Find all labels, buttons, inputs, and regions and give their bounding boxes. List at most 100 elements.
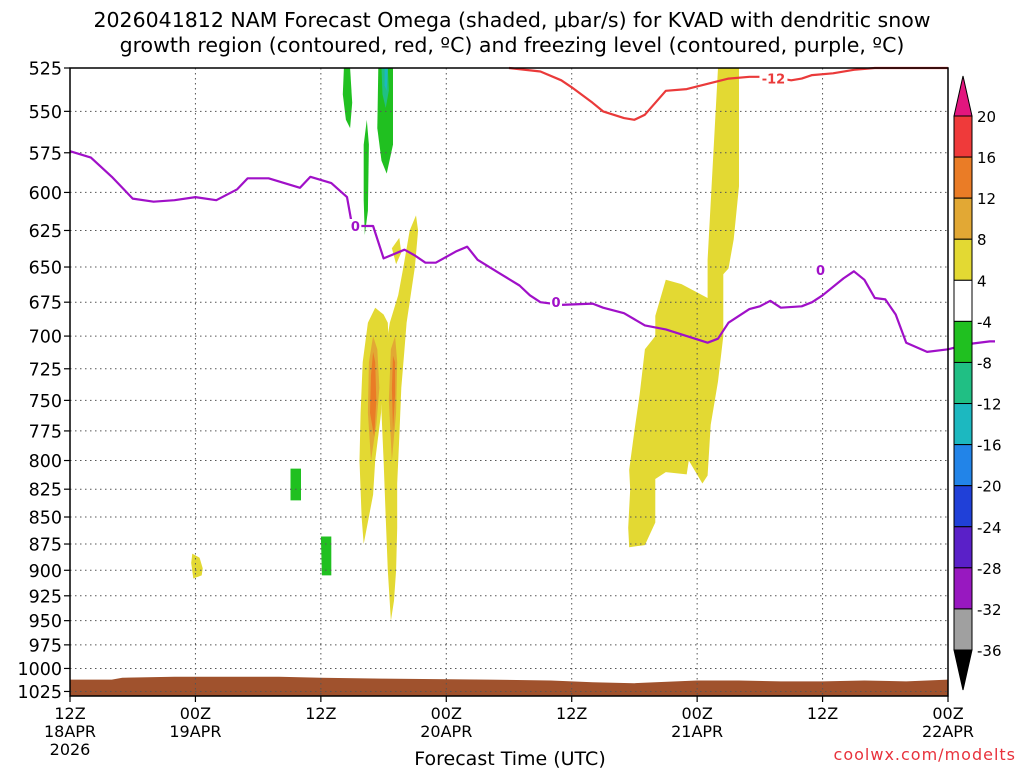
colorbar: 20 16 12 8 4 -4 -8 -12 -16 -20 -24 -28 -32 -36 <box>953 75 1002 691</box>
contour-label: 0 <box>552 296 561 311</box>
omega-shaded-region <box>363 119 369 235</box>
contour-line <box>508 66 948 121</box>
colorbar-bottom-arrow <box>953 649 973 691</box>
x-tick-label: 00Z <box>681 704 712 723</box>
credit-text: coolwx.com/modelts <box>833 745 1016 764</box>
colorbar-label: -28 <box>977 560 1002 578</box>
plot-frame <box>69 67 949 697</box>
contour-label-bg <box>349 218 362 233</box>
colorbar-label: 16 <box>977 149 996 167</box>
x-axis-label: Forecast Time (UTC) <box>414 748 605 768</box>
colorbar-label: 20 <box>977 108 996 126</box>
colorbar-label: 12 <box>977 190 996 208</box>
terrain-band <box>70 676 948 696</box>
omega-shaded-region <box>320 536 332 576</box>
colorbar-label: -32 <box>977 601 1002 619</box>
y-tick-label: 725 <box>29 360 62 380</box>
omega-shaded-region <box>391 355 396 431</box>
y-tick-label: 925 <box>29 587 62 607</box>
y-tick-label: 675 <box>29 294 62 314</box>
colorbar-bin <box>953 279 973 322</box>
contour-label-bg <box>759 71 788 86</box>
y-tick-label: 875 <box>29 536 62 556</box>
contour-label: 0 <box>351 220 360 235</box>
colorbar-label: -20 <box>977 478 1002 496</box>
x-tick-date: 19APR <box>169 722 221 741</box>
colorbar-bin <box>953 526 973 569</box>
colorbar-label: -16 <box>977 437 1002 455</box>
colorbar-bin <box>953 485 973 528</box>
x-tick-label: 12Z <box>556 704 587 723</box>
colorbar-bin <box>953 608 973 651</box>
x-tick-year: 2026 <box>50 740 91 759</box>
y-tick-label: 800 <box>29 452 62 472</box>
x-tick-date: 21APR <box>671 722 723 741</box>
y-tick-label: 950 <box>29 612 62 632</box>
x-tick-label: 12Z <box>54 704 85 723</box>
y-tick-label: 525 <box>29 60 62 80</box>
colorbar-bin <box>953 197 973 240</box>
omega-shading-layer <box>191 68 739 621</box>
x-tick-date: 22APR <box>922 722 974 741</box>
y-tick-label: 1000 <box>17 660 62 680</box>
colorbar-bin <box>953 238 973 281</box>
x-tick-date: 20APR <box>420 722 472 741</box>
pressure-axis: 525 550 575 600 625 650 675 700 725 750 775 800 825 8… <box>17 60 70 703</box>
colorbar-top-arrow <box>953 75 973 117</box>
omega-shaded-region <box>290 468 301 501</box>
omega-shaded-region <box>384 68 388 91</box>
colorbar-bin <box>953 361 973 405</box>
contour-label: -12 <box>762 73 786 88</box>
omega-shaded-region <box>377 68 393 174</box>
contour-layer: 0 0 0 -12 <box>69 66 995 353</box>
contour-label-bg <box>550 295 563 310</box>
y-tick-label: 575 <box>29 144 62 164</box>
contour-line <box>69 150 995 353</box>
omega-shaded-region <box>370 351 377 437</box>
x-tick-label: 00Z <box>932 704 963 723</box>
colorbar-bin <box>953 320 973 363</box>
y-tick-label: 600 <box>29 184 62 204</box>
omega-shaded-region <box>342 68 353 129</box>
y-tick-label: 975 <box>29 636 62 656</box>
y-tick-label: 650 <box>29 259 62 279</box>
x-tick-label: 00Z <box>180 704 211 723</box>
y-tick-label: 850 <box>29 509 62 529</box>
contour-label-bg <box>814 262 827 277</box>
x-tick-date: 18APR <box>44 722 96 741</box>
colorbar-label: 4 <box>977 272 987 290</box>
y-tick-label: 1025 <box>17 683 62 703</box>
y-tick-label: 625 <box>29 222 62 242</box>
colorbar-bin <box>953 156 973 199</box>
colorbar-label: 8 <box>977 231 987 249</box>
y-tick-label: 900 <box>29 562 62 582</box>
colorbar-bin <box>953 567 973 610</box>
colorbar-label: -4 <box>977 313 992 331</box>
chart-title-line-2: growth region (contoured, red, ºC) and f… <box>119 33 905 57</box>
omega-shaded-region <box>628 68 739 548</box>
x-tick-label: 12Z <box>807 704 838 723</box>
colorbar-label: -36 <box>977 642 1002 660</box>
y-tick-label: 775 <box>29 422 62 442</box>
colorbar-bin <box>953 115 973 158</box>
y-tick-label: 550 <box>29 103 62 123</box>
terrain-layer <box>70 676 948 696</box>
colorbar-label: -8 <box>977 354 992 372</box>
colorbar-bin <box>953 403 973 446</box>
y-tick-label: 700 <box>29 328 62 348</box>
chart-title-line-1: 2026041812 NAM Forecast Omega (shaded, μ… <box>93 8 931 32</box>
colorbar-label: -12 <box>977 396 1002 414</box>
x-tick-label: 12Z <box>305 704 336 723</box>
omega-shaded-region <box>391 237 402 265</box>
contour-label: 0 <box>816 264 825 279</box>
x-tick-label: 00Z <box>431 704 462 723</box>
y-tick-label: 825 <box>29 481 62 501</box>
omega-shaded-region <box>191 553 203 579</box>
omega-shaded-region <box>381 215 419 621</box>
colorbar-bin <box>953 444 973 487</box>
grid-lines <box>70 67 948 696</box>
colorbar-label: -24 <box>977 519 1002 537</box>
y-tick-label: 750 <box>29 392 62 412</box>
